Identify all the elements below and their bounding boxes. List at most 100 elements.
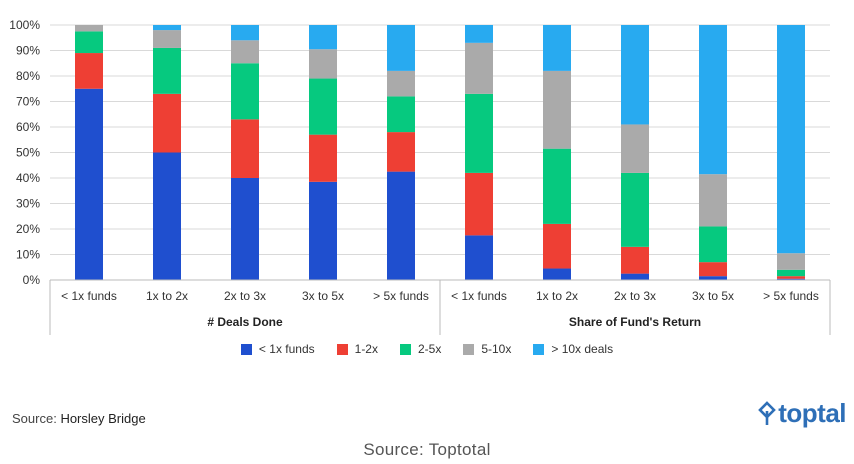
image-caption: Source: Toptotal xyxy=(363,440,491,459)
legend-swatch xyxy=(399,343,411,355)
bar-segment xyxy=(153,47,181,94)
bar-segment xyxy=(387,70,415,97)
bar-segment xyxy=(543,148,571,224)
bar-segment xyxy=(231,119,259,178)
bar-segment xyxy=(465,235,493,280)
legend-label: < 1x funds xyxy=(258,342,315,356)
bar-segment xyxy=(699,25,727,175)
bar-segment xyxy=(231,178,259,280)
legend-label: > 10x deals xyxy=(551,342,614,356)
legend-item: < 1x funds xyxy=(240,342,315,356)
bar-segment xyxy=(75,88,103,280)
group-label: # Deals Done xyxy=(207,315,283,329)
legend-swatch xyxy=(463,343,475,355)
bar-segment xyxy=(309,78,337,135)
legend-swatch xyxy=(240,343,252,355)
y-tick-label: 50% xyxy=(16,146,40,160)
bar-segment xyxy=(465,42,493,94)
y-tick-label: 100% xyxy=(9,18,40,32)
bar-segment xyxy=(777,253,805,270)
bar-segment xyxy=(387,96,415,133)
bar-segment xyxy=(153,93,181,153)
group-label: Share of Fund's Return xyxy=(569,315,701,329)
x-tick-label: 1x to 2x xyxy=(146,289,188,303)
bar-segment xyxy=(153,25,181,31)
bar-segment xyxy=(699,226,727,263)
x-tick-label: 1x to 2x xyxy=(536,289,578,303)
source-name: Horsley Bridge xyxy=(60,411,146,426)
bar-segment xyxy=(543,25,571,71)
y-tick-label: 30% xyxy=(16,197,40,211)
bar-segment xyxy=(621,25,649,125)
y-tick-label: 80% xyxy=(16,69,40,83)
toptal-logo-icon xyxy=(758,400,777,425)
legend-item: > 10x deals xyxy=(533,342,613,356)
legend-label: 1-2x xyxy=(354,342,378,356)
bar-segment xyxy=(777,269,805,277)
bar-segment xyxy=(777,278,805,280)
legend-item: 2-5x xyxy=(399,342,442,356)
bar-segment xyxy=(543,268,571,280)
y-tick-label: 90% xyxy=(16,44,40,58)
bar-segment xyxy=(465,93,493,173)
bar-segment xyxy=(309,49,337,79)
bar-segment xyxy=(231,25,259,41)
legend-item: 5-10x xyxy=(463,342,511,356)
bar-segment xyxy=(699,174,727,227)
bar-segment xyxy=(543,70,571,149)
x-tick-label: > 5x funds xyxy=(373,289,429,303)
x-tick-label: 2x to 3x xyxy=(614,289,656,303)
brand-logo: toptal xyxy=(758,398,846,429)
x-axis-labels: < 1x funds 1x to 2x 2x to 3x 3x to 5x > 5x f… xyxy=(50,279,830,303)
legend-label: 2-5x xyxy=(417,342,442,356)
x-tick-label: 3x to 5x xyxy=(302,289,344,303)
bar-segment xyxy=(699,262,727,277)
y-tick-label: 60% xyxy=(16,120,40,134)
source-note: Source: Horsley Bridge xyxy=(12,411,146,426)
bar-segment xyxy=(387,132,415,172)
legend-label: 5-10x xyxy=(481,342,512,356)
bar-segment xyxy=(309,25,337,50)
bar-segment xyxy=(465,25,493,43)
legend-swatch xyxy=(336,343,348,355)
legend: < 1x funds 1-2x 2-5x 5-10x > 10x deals xyxy=(0,342,854,356)
bar-segment xyxy=(75,53,103,89)
y-tick-label: 0% xyxy=(23,273,41,287)
legend-item: 1-2x xyxy=(336,342,378,356)
bar-segment xyxy=(231,63,259,120)
x-tick-label: 3x to 5x xyxy=(692,289,734,303)
group-labels: # Deals Done Share of Fund's Return xyxy=(49,280,831,335)
stacked-bar-chart: 0% 10% 20% 30% 40% 50% 60% 70% 80% 90% 100% < 1x f… xyxy=(9,18,831,335)
bar-segment xyxy=(621,246,649,274)
y-tick-label: 10% xyxy=(16,248,40,262)
bar-segment xyxy=(543,223,571,269)
bar-segment xyxy=(621,124,649,173)
bars xyxy=(75,25,805,280)
bar-segment xyxy=(75,31,103,54)
y-axis: 0% 10% 20% 30% 40% 50% 60% 70% 80% 90% 100% xyxy=(9,18,40,287)
bar-segment xyxy=(309,181,337,280)
bar-segment xyxy=(777,25,805,254)
y-tick-label: 20% xyxy=(16,222,40,236)
bar-segment xyxy=(387,25,415,71)
y-tick-label: 40% xyxy=(16,171,40,185)
bar-segment xyxy=(75,25,103,32)
bar-segment xyxy=(231,40,259,64)
x-tick-label: < 1x funds xyxy=(451,289,507,303)
bar-segment xyxy=(621,273,649,280)
y-tick-label: 70% xyxy=(16,95,40,109)
bar-segment xyxy=(309,134,337,182)
bar-segment xyxy=(777,276,805,279)
bar-segment xyxy=(387,171,415,280)
bar-segment xyxy=(465,172,493,236)
bar-segment xyxy=(621,172,649,247)
brand-name: toptal xyxy=(778,398,846,428)
bar-segment xyxy=(153,30,181,48)
bar-segment xyxy=(699,276,727,280)
x-tick-label: 2x to 3x xyxy=(224,289,266,303)
bar-segment xyxy=(153,152,181,280)
source-label: Source: xyxy=(12,411,57,426)
legend-swatch xyxy=(533,343,545,355)
x-tick-label: < 1x funds xyxy=(61,289,117,303)
x-tick-label: > 5x funds xyxy=(763,289,819,303)
